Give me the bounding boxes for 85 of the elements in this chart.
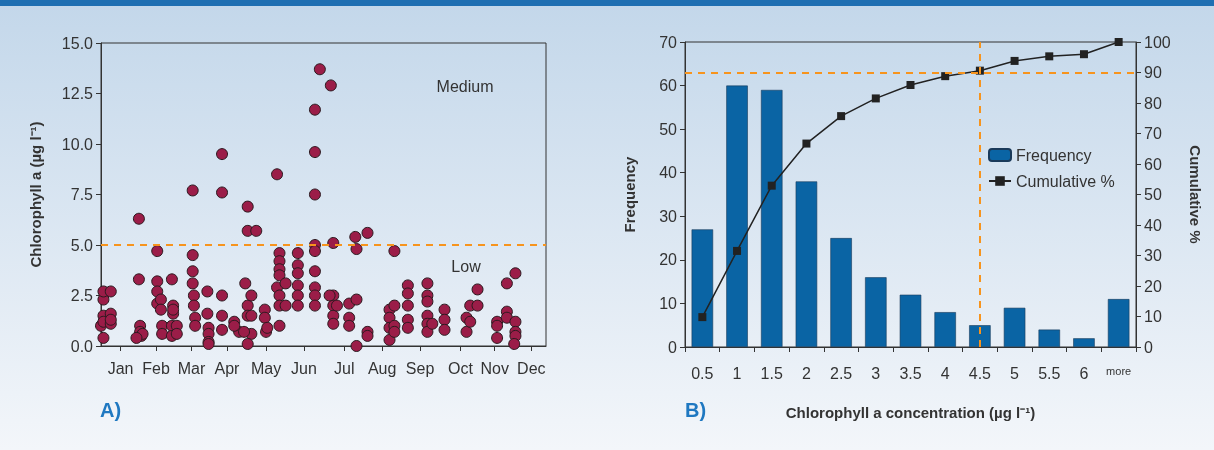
y-tick-label: 0 [668,338,678,356]
point [906,81,915,89]
text: A) [100,399,122,421]
point [1010,56,1019,65]
y2-tick-label: 40 [1144,216,1162,234]
x-tick-label: 0.5 [691,364,714,382]
x-tick-label: 4 [940,364,950,382]
x-tick-label: Mar [177,359,206,377]
point [1114,38,1123,46]
bar [830,238,852,347]
point [837,112,846,121]
x-tick-label: 1 [732,364,742,382]
x-tick-label: 3 [871,364,881,382]
x-tick-label: Sep [405,359,435,377]
y-tick-label: 40 [659,164,678,182]
y2-axis-title: Cumulative % [1187,145,1204,244]
y2-tick-label: 30 [1144,247,1162,264]
x-tick-label: Jul [334,359,355,377]
x-tick-label: 1.5 [760,364,783,382]
x-tick-label: Nov [480,359,509,377]
bar [969,325,991,347]
x-tick-label: 2 [801,364,811,382]
y-tick-label: 70 [659,33,678,51]
x-tick-label: Jun [291,359,317,377]
point [1045,52,1054,61]
y-tick-label: 5.0 [70,236,94,254]
y-tick-label: 50 [659,120,678,138]
x-axis-title: Chlorophyll a concentration (µg l⁻¹) [785,404,1036,421]
bar [1038,329,1061,347]
y-tick-label: 12.5 [61,85,94,102]
x-tick-label: 6 [1079,364,1089,382]
x-tick-label: Oct [447,359,474,377]
y2-tick-label: 0 [1144,338,1153,356]
point [1079,50,1088,59]
x-tick-label: 5.5 [1038,364,1061,382]
y2-tick-label: 90 [1144,64,1162,81]
point [802,139,811,148]
bar [760,89,783,347]
y2-tick-label: 100 [1144,33,1171,51]
bar [899,294,922,347]
x-tick-label: Dec [517,359,546,377]
x-tick-label: 5 [1010,364,1020,382]
point [767,181,776,190]
bar [865,277,887,347]
legend-label: Cumulative % [1016,172,1115,190]
y-tick-label: 0.0 [70,337,94,355]
point [871,94,880,103]
x-tick-label: 4.5 [968,364,992,382]
y-tick-label: 2.5 [70,287,94,304]
x-tick-label: Jan [107,359,134,377]
y-tick-label: 7.5 [70,186,94,203]
y2-tick-label: 20 [1144,277,1162,295]
x-tick-label: 2.5 [829,364,853,382]
x-tick-label: May [250,359,282,377]
point [733,246,742,255]
legend-label: Frequency [1016,146,1092,164]
point [698,313,707,322]
y2-tick-label: 60 [1144,155,1162,173]
y-axis-title: Frequency [621,155,638,233]
bar [1003,307,1026,347]
y-tick-label: 10.0 [61,135,94,153]
text: B) [685,399,707,421]
y2-tick-label: 50 [1144,186,1162,203]
y-tick-label: 15.0 [61,34,94,52]
y-axis-title: Chlorophyll a (µg l⁻¹) [27,121,44,268]
bar [1107,299,1130,347]
annotation: Medium [436,77,494,95]
y-tick-label: 20 [659,251,678,269]
y2-tick-label: 70 [1144,125,1162,142]
y-tick-label: 10 [659,294,678,312]
x-tick-label: Apr [214,359,241,377]
bar [934,312,956,347]
x-tick-label: more [1106,364,1132,377]
x-tick-label: Feb [142,359,170,377]
bar [795,181,818,347]
y-tick-label: 60 [659,77,678,95]
bar [726,85,748,347]
bar [691,229,714,347]
x-tick-label: 3.5 [899,364,922,382]
y2-tick-label: 10 [1144,308,1162,325]
y-tick-label: 30 [659,207,678,225]
y2-tick-label: 80 [1144,94,1162,112]
x-tick-label: Aug [367,359,397,377]
annotation: Low [451,257,482,275]
bar [1073,338,1095,347]
